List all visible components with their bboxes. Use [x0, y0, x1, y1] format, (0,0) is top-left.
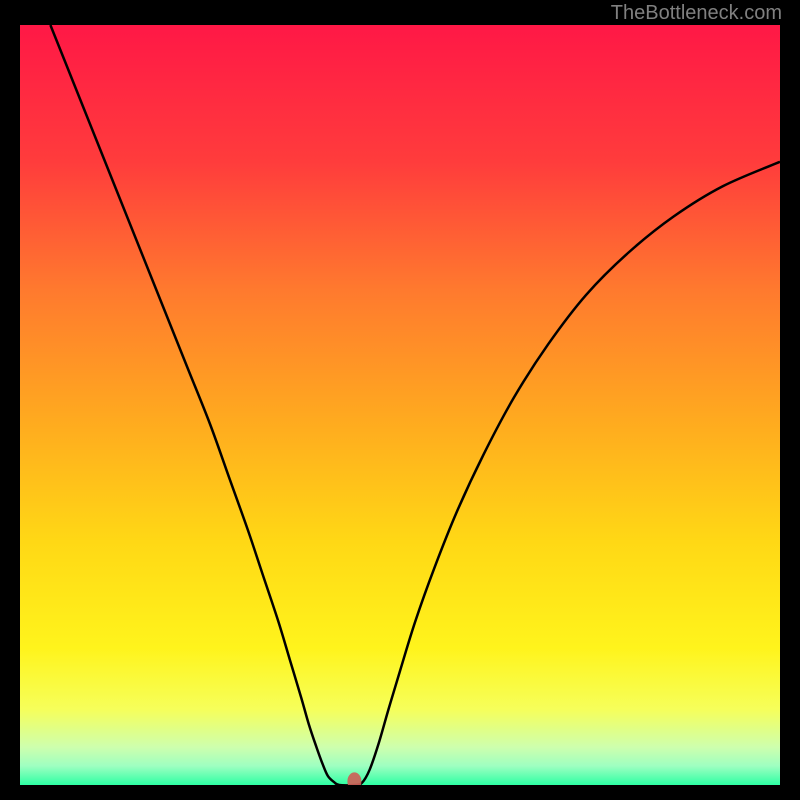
- plot-area: [20, 25, 780, 785]
- chart-svg: [20, 25, 780, 785]
- frame-right: [780, 0, 800, 800]
- frame-left: [0, 0, 20, 800]
- frame-bottom: [0, 785, 800, 800]
- watermark-text: TheBottleneck.com: [611, 2, 782, 25]
